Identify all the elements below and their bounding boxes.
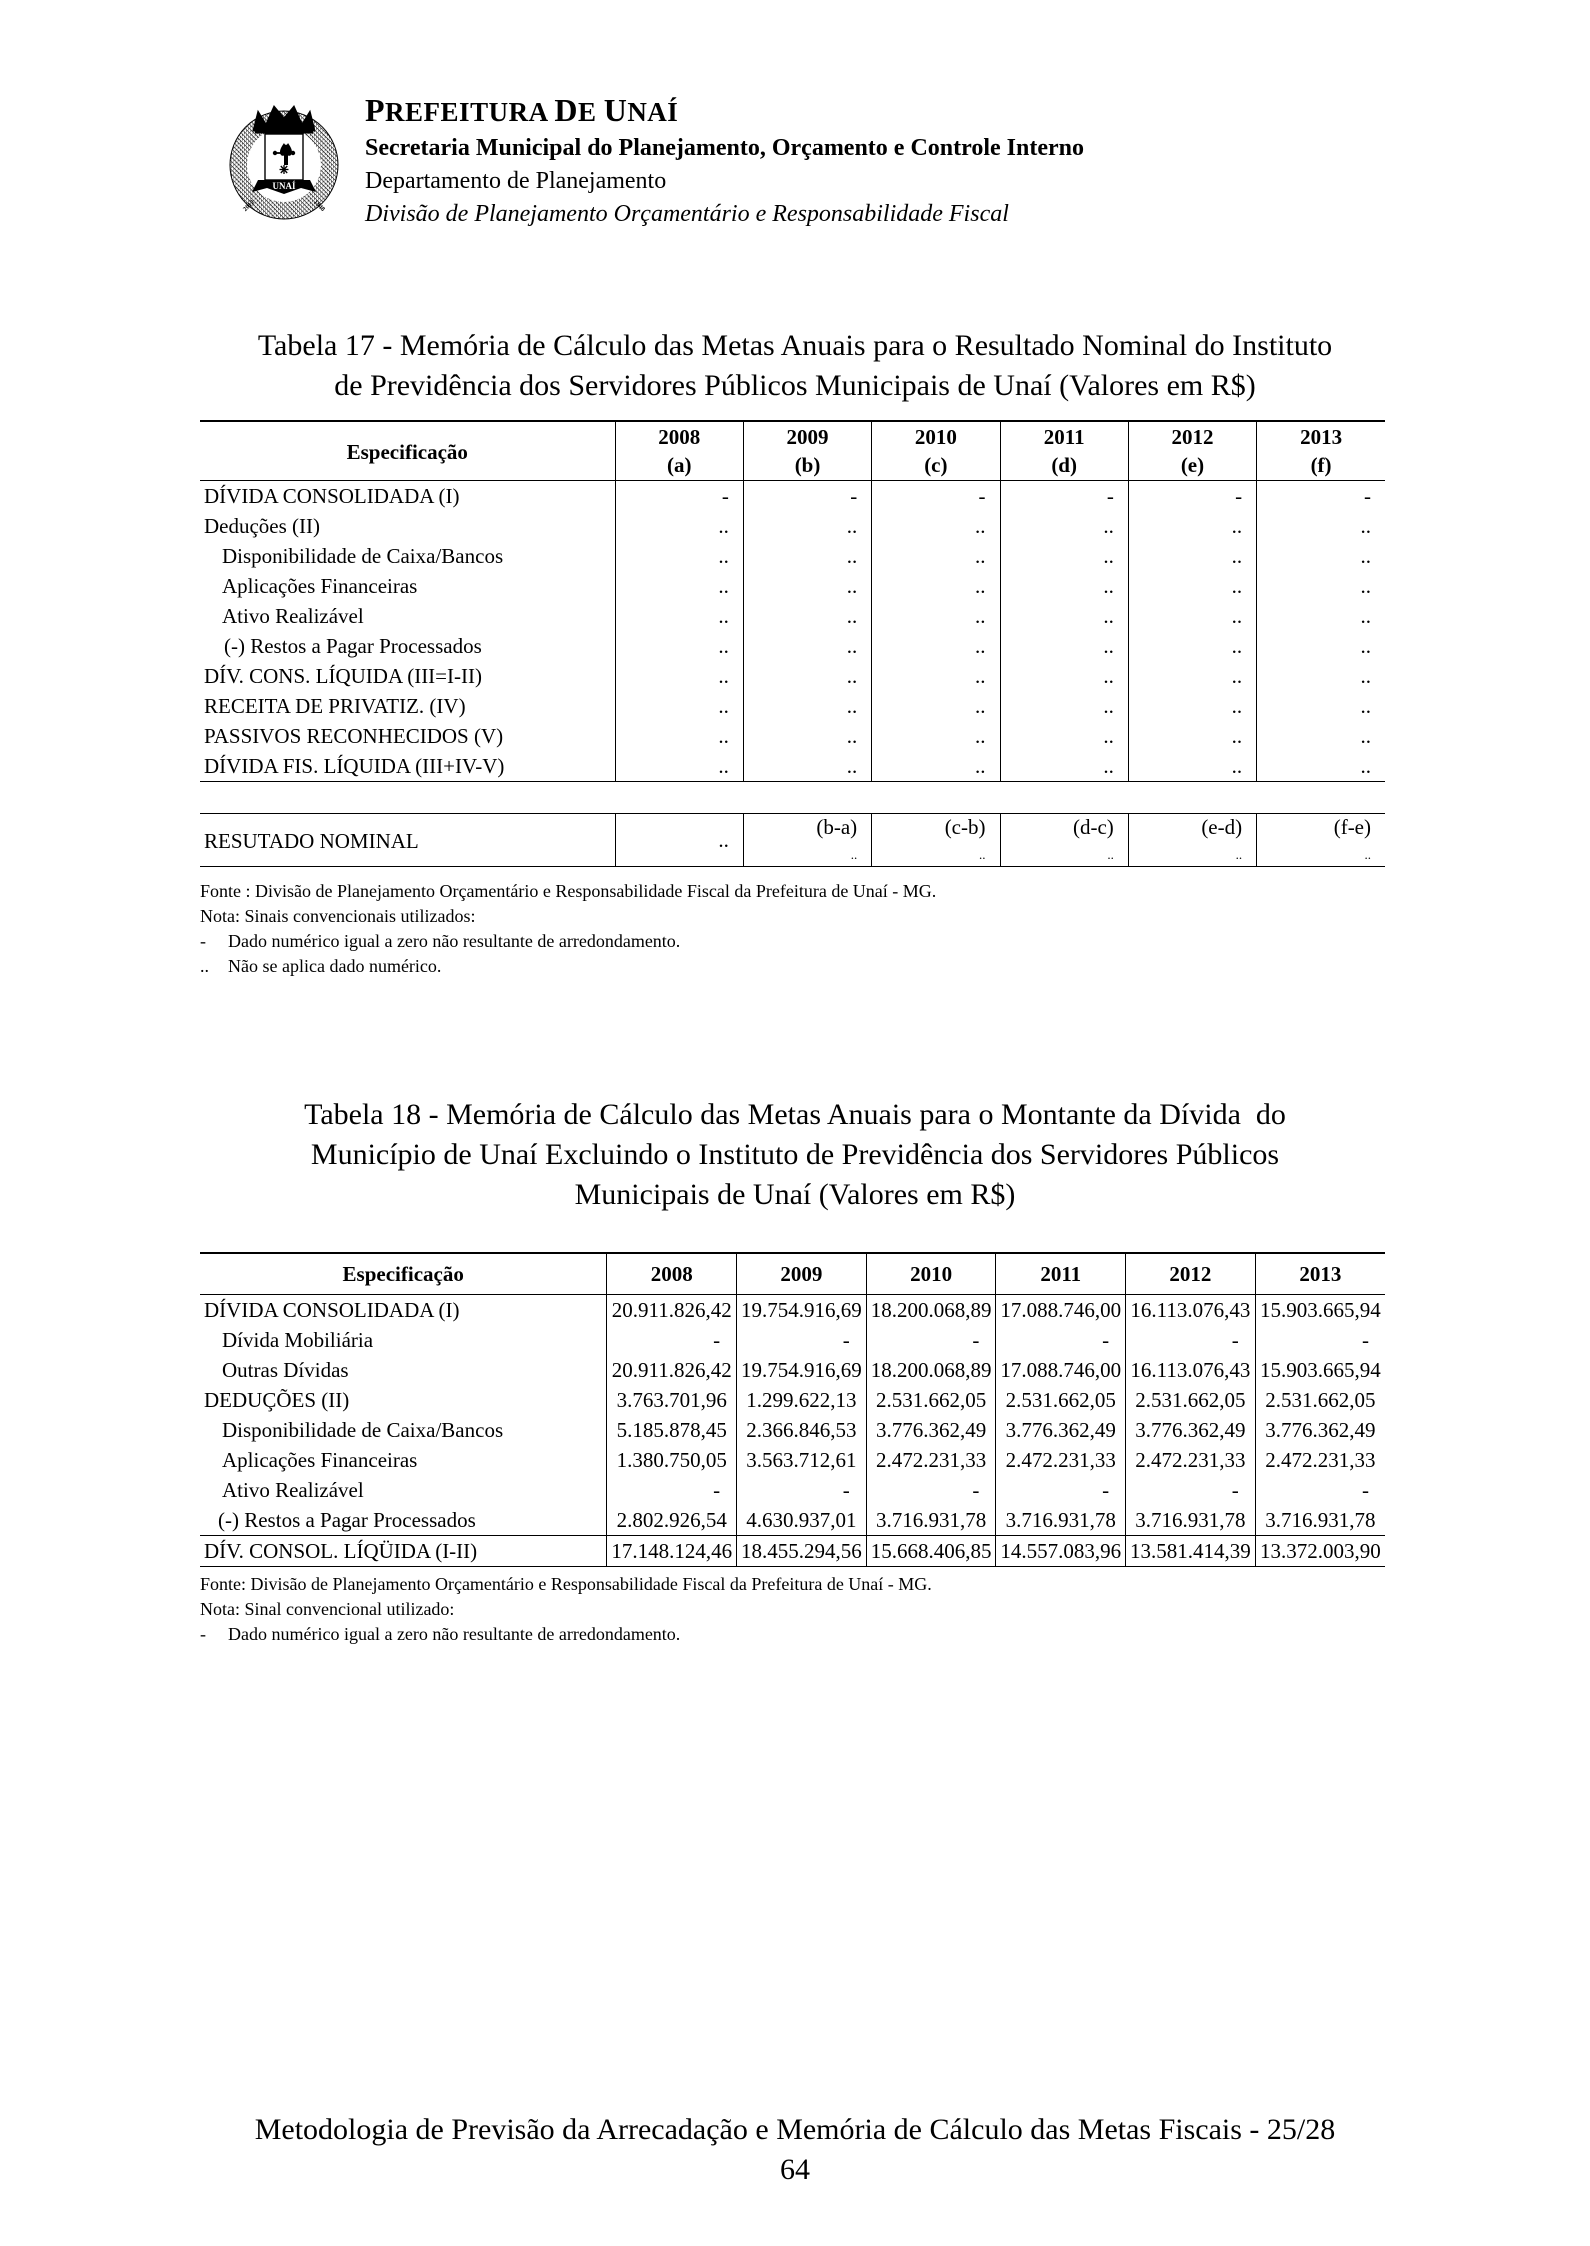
svg-text:UNAÍ: UNAÍ xyxy=(272,181,295,191)
